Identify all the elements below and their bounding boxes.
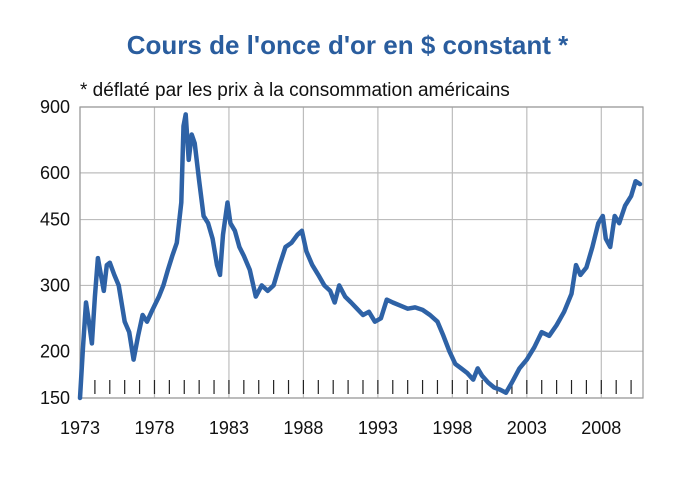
x-tick-label: 1983 xyxy=(209,418,249,438)
y-tick-label: 450 xyxy=(40,210,70,230)
y-tick-label: 600 xyxy=(40,163,70,183)
y-tick-label: 150 xyxy=(40,388,70,408)
y-tick-label: 300 xyxy=(40,275,70,295)
x-tick-label: 2003 xyxy=(507,418,547,438)
series-line xyxy=(77,112,643,401)
y-tick-label: 200 xyxy=(40,341,70,361)
x-tick-label: 1978 xyxy=(134,418,174,438)
y-tick-label: 900 xyxy=(40,97,70,117)
x-tick-label: 1993 xyxy=(358,418,398,438)
x-tick-label: 1988 xyxy=(283,418,323,438)
x-tick-label: 2008 xyxy=(581,418,621,438)
x-tick-label: 1998 xyxy=(432,418,472,438)
chart-title: Cours de l'once d'or en $ constant * xyxy=(126,30,569,60)
x-tick-label: 1973 xyxy=(60,418,100,438)
plot-area-border xyxy=(79,106,644,399)
chart-subtitle: * déflaté par les prix à la consommation… xyxy=(80,80,510,101)
